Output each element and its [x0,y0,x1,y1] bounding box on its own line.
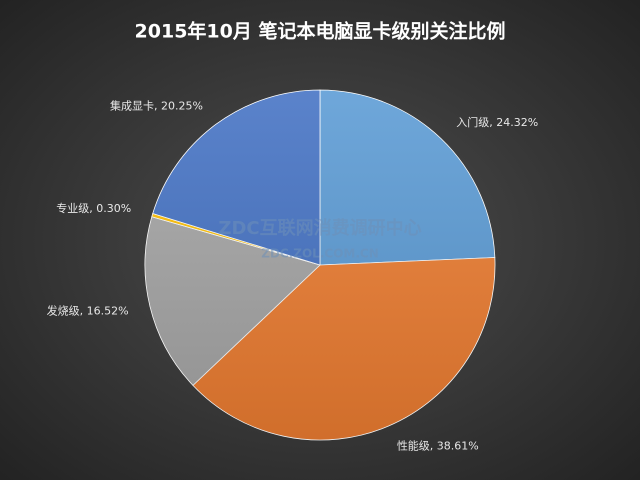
data-label: 集成显卡, 20.25% [110,99,203,113]
chart-title: 2015年10月 笔记本电脑显卡级别关注比例 [135,20,506,43]
data-label: 专业级, 0.30% [56,201,131,215]
data-label: 入门级, 24.32% [456,115,538,129]
data-label: 发烧级, 16.52% [47,304,129,318]
watermark: ZDC互联网消费调研中心 [218,217,421,239]
watermark: ZDC.ZOL.COM.CN [261,247,379,261]
data-label: 性能级, 38.61% [397,438,479,452]
pie [144,89,496,441]
